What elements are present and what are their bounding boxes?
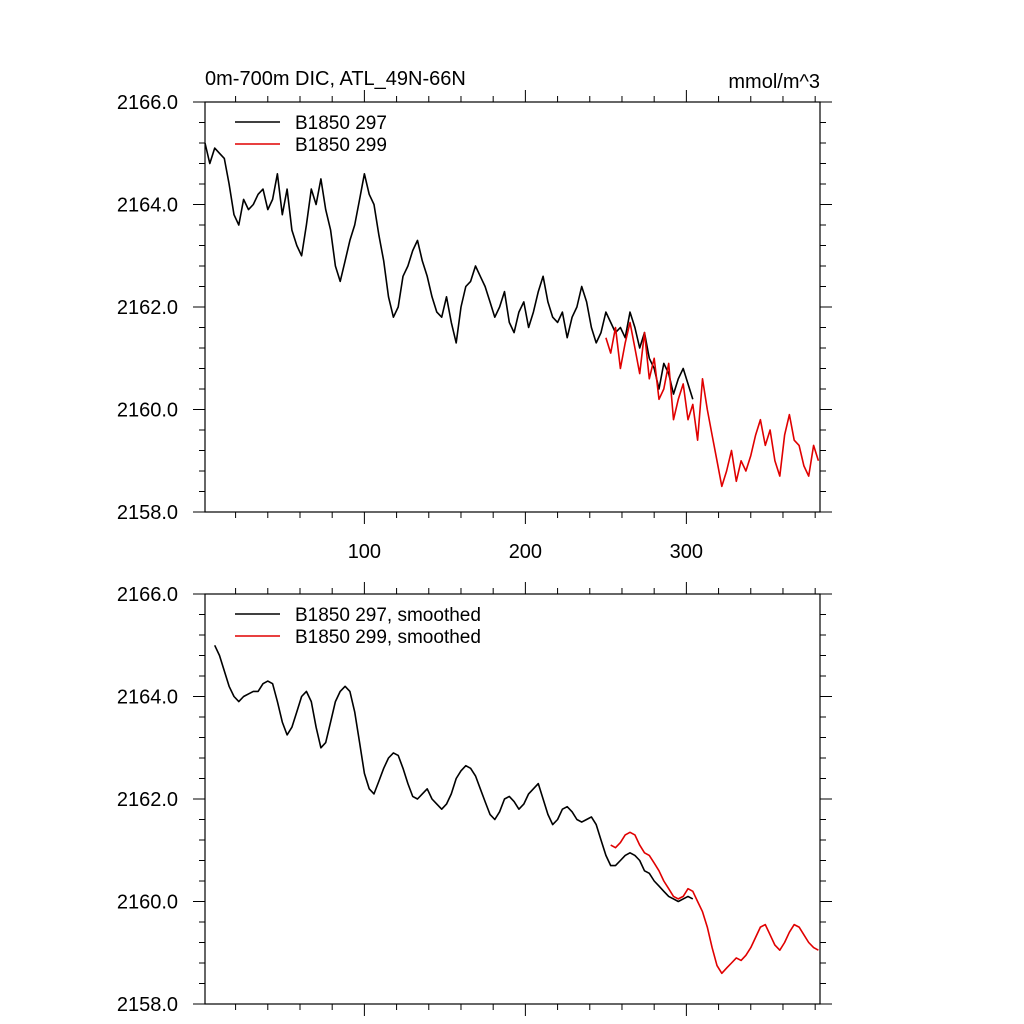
y-tick-label: 2164.0 <box>117 687 178 709</box>
y-tick-label: 2160.0 <box>117 892 178 914</box>
top-panel-raw: 2158.0 2160.0 2162.0 2164.0 2166.0 100 200 300… <box>117 90 832 563</box>
y-tick-label: 2158.0 <box>117 994 178 1016</box>
plot-frame <box>204 101 821 513</box>
units-label: mmol/m^3 <box>728 71 820 93</box>
series-lines <box>213 644 819 975</box>
axis-ticks <box>193 582 832 1016</box>
legend-label: B1850 299 <box>295 135 387 156</box>
y-tick-label: 2164.0 <box>117 195 178 217</box>
legend-label: B1850 299, smoothed <box>295 627 481 648</box>
legend-label: B1850 297, smoothed <box>295 605 481 626</box>
y-tick-label: 2166.0 <box>117 92 178 114</box>
series-line-b1850-299-smoothed <box>610 831 819 975</box>
y-tick-labels: 2158.0 2160.0 2162.0 2164.0 2166.0 <box>117 92 178 524</box>
chart-title: 0m-700m DIC, ATL_49N-66N <box>205 68 466 90</box>
y-tick-labels: 2158.0 2160.0 2162.0 2164.0 2166.0 <box>117 584 178 1016</box>
y-tick-label: 2160.0 <box>117 400 178 422</box>
axis-ticks <box>193 90 832 524</box>
series-line-b1850-297 <box>204 142 694 400</box>
x-tick-label: 100 <box>348 541 381 563</box>
series-line-b1850-297-smoothed <box>213 644 694 903</box>
series-lines <box>204 142 820 488</box>
y-tick-label: 2162.0 <box>117 789 178 811</box>
bottom-panel-smoothed: 2158.0 2160.0 2162.0 2164.0 2166.0 B1850 297… <box>117 582 832 1016</box>
y-tick-label: 2166.0 <box>117 584 178 606</box>
x-tick-label: 300 <box>670 541 703 563</box>
x-tick-label: 200 <box>509 541 542 563</box>
series-line-b1850-299 <box>605 321 820 488</box>
y-tick-label: 2162.0 <box>117 297 178 319</box>
x-tick-labels: 100 200 300 <box>348 541 703 563</box>
y-tick-label: 2158.0 <box>117 502 178 524</box>
legend-label: B1850 297 <box>295 113 387 134</box>
